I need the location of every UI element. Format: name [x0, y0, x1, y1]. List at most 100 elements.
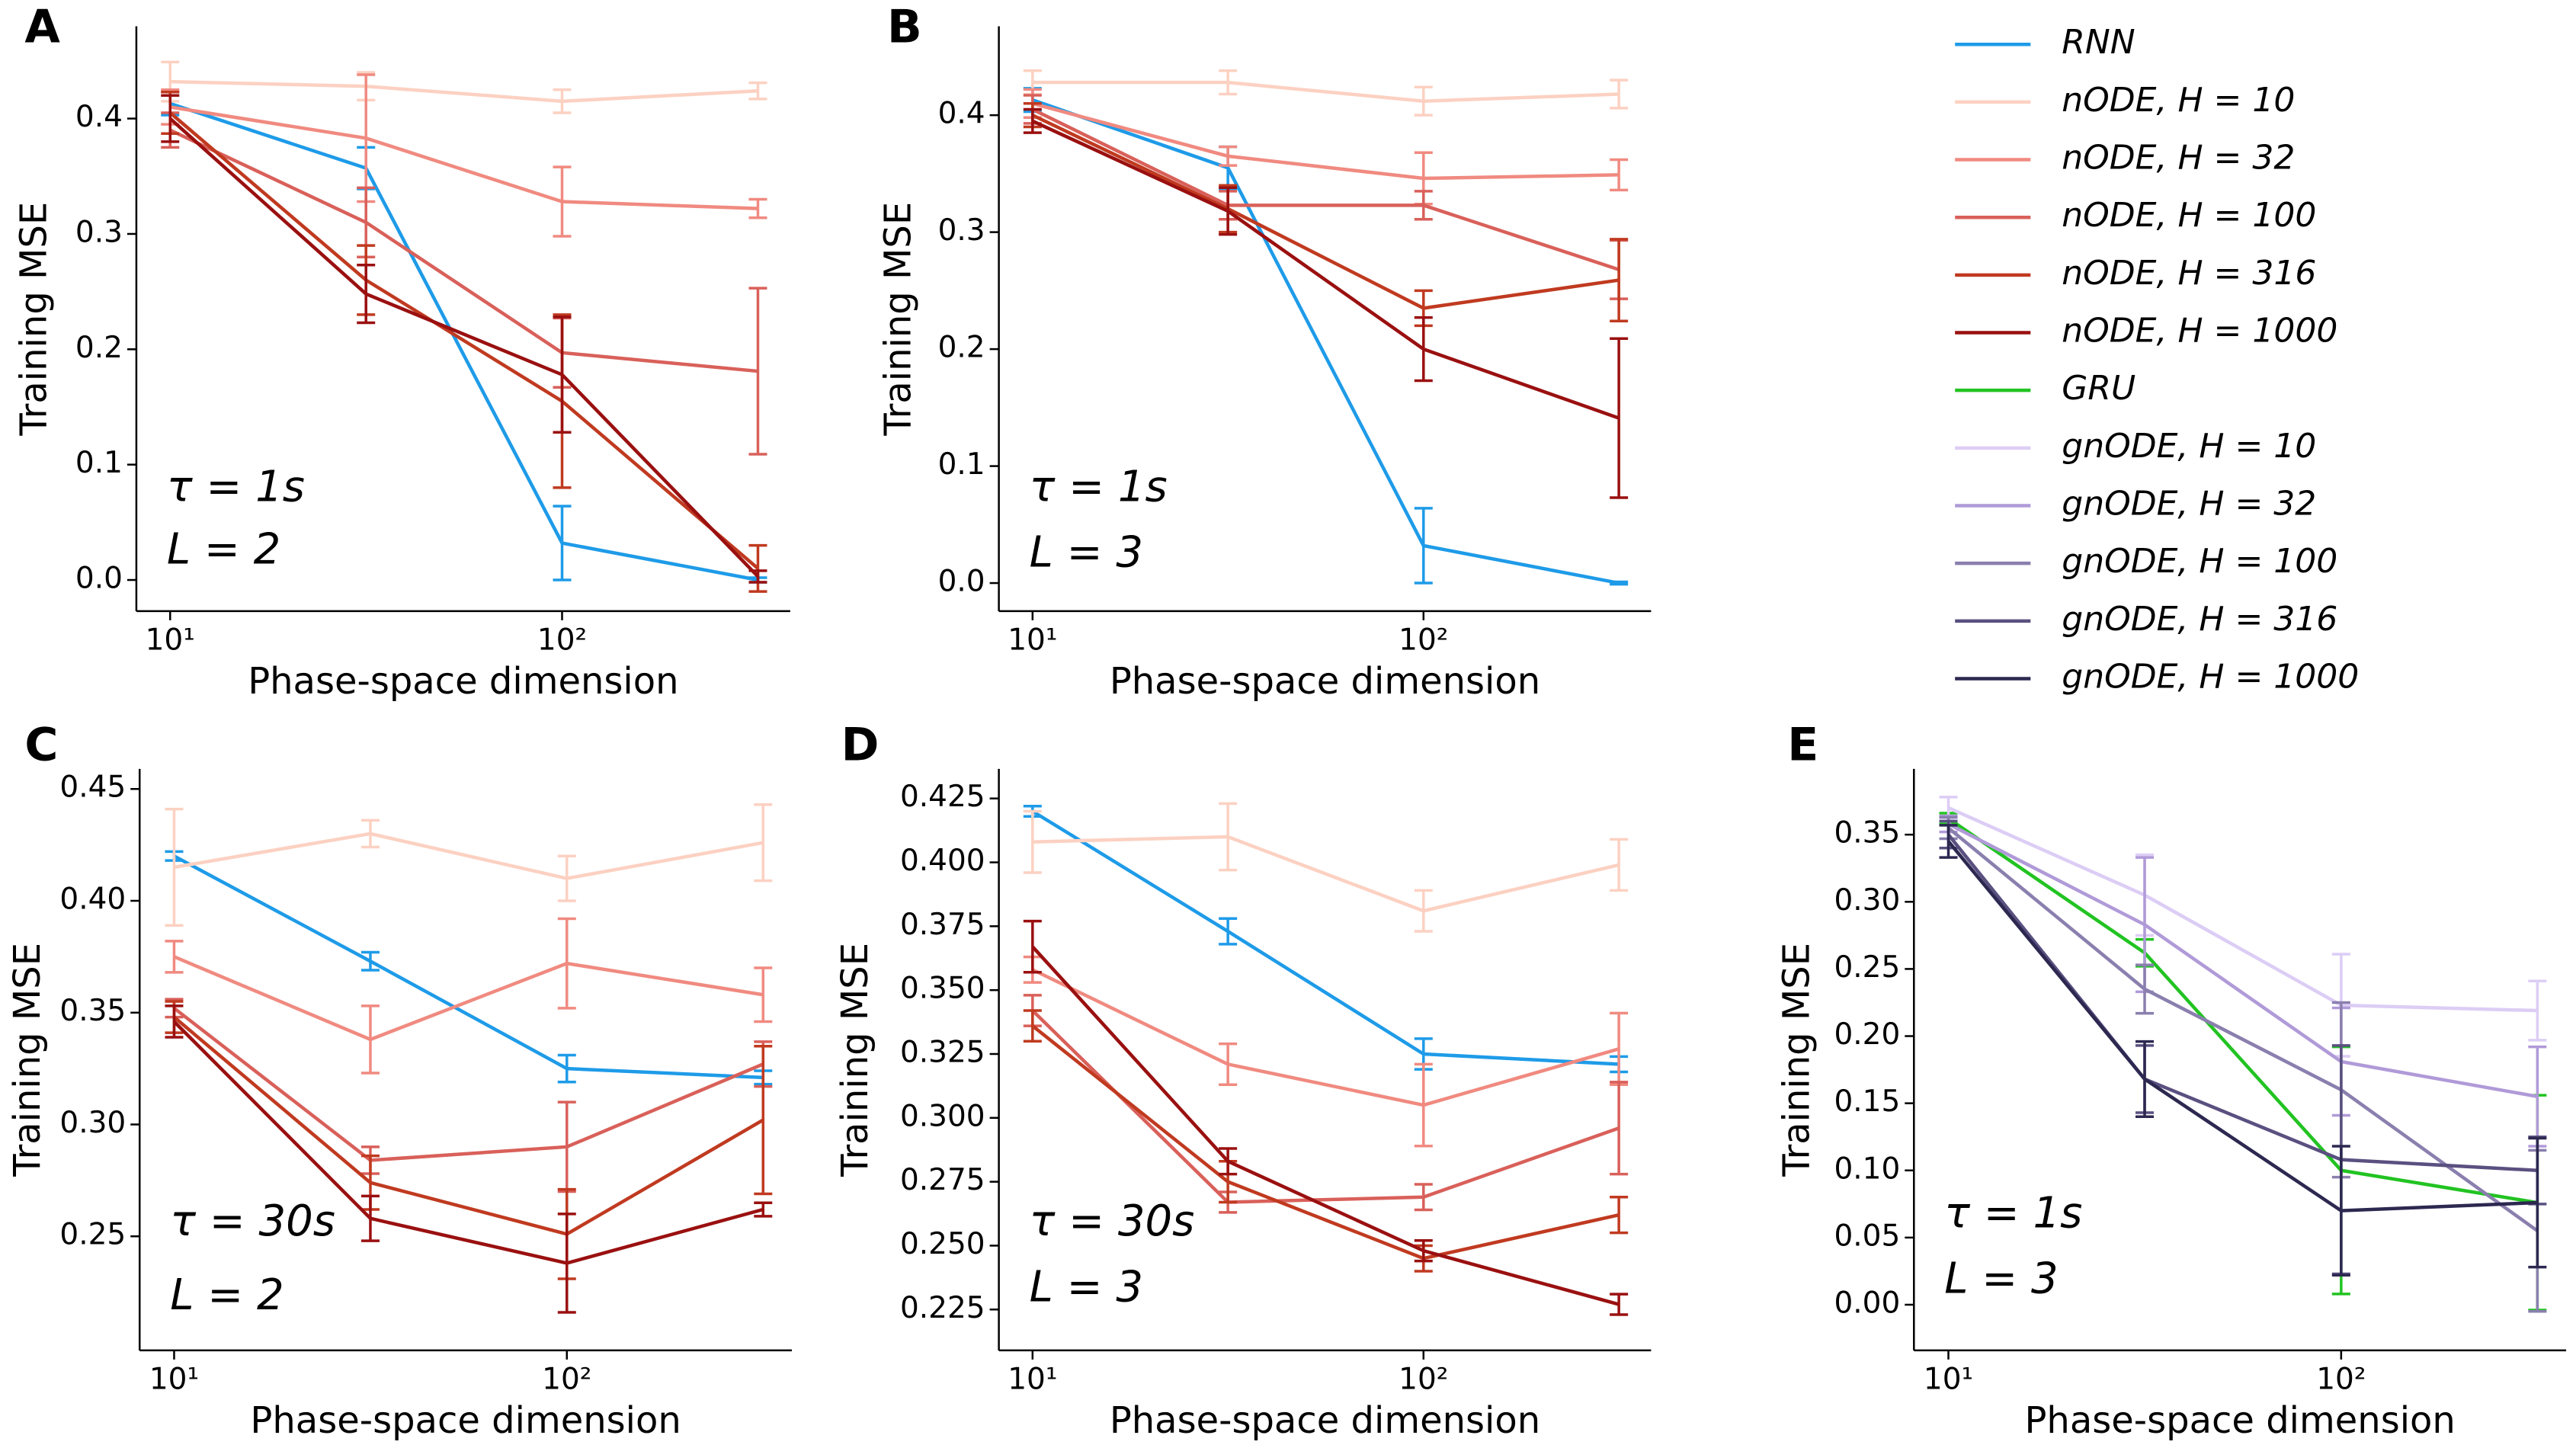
error-bar — [748, 81, 767, 101]
y-tick-label: 0.40 — [59, 882, 126, 916]
error-bar — [557, 854, 576, 902]
y-tick-label: 0.0 — [938, 565, 985, 599]
y-tick-label: 0.15 — [1834, 1084, 1900, 1119]
legend-item: nODE, H = 10 — [1955, 81, 2295, 120]
error-bar — [1219, 69, 1238, 96]
y-tick-label: 0.2 — [75, 331, 123, 365]
legend-label: nODE, H = 32 — [2062, 139, 2295, 178]
y-tick-label: 0.3 — [75, 215, 123, 249]
error-bar — [754, 966, 773, 1024]
error-bar — [357, 264, 376, 325]
error-bar — [1023, 1009, 1042, 1043]
panel: 0.00 0.05 0.10 0.15 0.20 0.25 0.30 0.35 10¹ 10² E P… — [1775, 718, 2567, 1442]
series-line — [1031, 1009, 1620, 1204]
error-bar — [1414, 889, 1433, 933]
error-bar — [1414, 316, 1433, 383]
y-tick-label: 0.1 — [938, 447, 985, 482]
legend-item: RNN — [1955, 23, 2135, 62]
series-line — [1031, 114, 1620, 310]
annotation: τ = 1s — [167, 463, 305, 512]
error-bar — [1414, 1238, 1433, 1263]
series-line — [169, 128, 758, 373]
error-bar — [1219, 1147, 1238, 1176]
y-axis-label: Training MSE — [1775, 943, 1818, 1177]
error-bar — [1610, 78, 1629, 110]
annotation: τ = 30s — [1030, 1197, 1195, 1246]
x-tick-label: 10¹ — [1924, 1362, 1973, 1396]
error-bar — [557, 1213, 576, 1314]
error-bar — [1610, 238, 1629, 323]
error-bar — [1219, 1042, 1238, 1086]
series-line — [1032, 80, 1620, 103]
error-bar — [1219, 802, 1238, 872]
error-bar — [360, 819, 380, 849]
annotation: L = 2 — [170, 1270, 284, 1320]
legend-item: nODE, H = 100 — [1955, 196, 2316, 235]
error-bar — [1023, 919, 1042, 974]
series-line — [169, 105, 758, 210]
legend-label: nODE, H = 316 — [2062, 254, 2316, 293]
series-line — [1947, 817, 2538, 1205]
panel-label: E — [1787, 718, 1818, 771]
y-tick-label: 0.25 — [59, 1218, 126, 1252]
error-bar — [1610, 1293, 1629, 1316]
y-tick-label: 0.350 — [900, 972, 985, 1006]
y-axis-label: Training MSE — [876, 202, 919, 437]
series-line — [1946, 840, 2538, 1213]
panel-label: D — [841, 718, 879, 771]
error-bar — [2135, 1040, 2155, 1119]
error-bar — [553, 505, 572, 581]
x-axis-label: Phase-space dimension — [248, 660, 678, 703]
y-tick-label: 0.20 — [1834, 1017, 1900, 1052]
error-bar — [1219, 186, 1238, 236]
series-line — [169, 101, 758, 582]
y-tick-label: 0.05 — [1834, 1219, 1900, 1253]
y-tick-label: 0.30 — [1834, 883, 1900, 918]
legend: RNN nODE, H = 10 nODE, H = 32 nODE, H = 100… — [1955, 23, 2359, 696]
panel: 0.0 0.1 0.2 0.3 0.4 10¹ 10² B Phase-space dimens… — [876, 0, 1652, 703]
error-bar — [553, 88, 572, 114]
series-line — [168, 117, 760, 578]
error-bar — [1939, 824, 1958, 859]
y-tick-label: 0.325 — [900, 1035, 985, 1069]
legend-item: gnODE, H = 316 — [1955, 600, 2337, 639]
series-line — [1031, 1024, 1620, 1261]
y-tick-label: 0.35 — [1834, 816, 1900, 851]
error-bar — [1610, 337, 1629, 499]
x-axis-label: Phase-space dimension — [1110, 660, 1540, 703]
error-bar — [360, 1004, 380, 1075]
error-bar — [165, 807, 184, 927]
y-tick-label: 0.300 — [900, 1099, 985, 1133]
legend-item: gnODE, H = 100 — [1955, 542, 2337, 581]
x-tick-label: 10¹ — [149, 1362, 199, 1396]
y-axis-label: Training MSE — [12, 202, 55, 437]
series-line — [1031, 968, 1620, 1107]
error-bar — [165, 940, 184, 974]
error-bar — [754, 1201, 773, 1218]
y-tick-label: 0.45 — [59, 770, 126, 805]
error-bar — [161, 94, 180, 143]
y-tick-label: 0.4 — [938, 97, 985, 131]
legend-label: gnODE, H = 10 — [2062, 427, 2316, 466]
series-line — [1947, 806, 2538, 1013]
series-line — [170, 79, 758, 104]
legend-item: nODE, H = 316 — [1955, 254, 2316, 293]
x-tick-label: 10¹ — [1008, 1362, 1057, 1396]
error-bar — [1610, 1195, 1629, 1235]
error-bar — [2528, 979, 2547, 1042]
error-bar — [2135, 963, 2155, 1015]
error-bar — [1610, 838, 1629, 892]
error-bar — [1219, 917, 1238, 946]
annotation: τ = 1s — [1030, 463, 1168, 512]
y-axis-label: Training MSE — [6, 943, 49, 1177]
error-bar — [2528, 1136, 2547, 1269]
series-line — [173, 955, 764, 1042]
x-axis-label: Phase-space dimension — [250, 1399, 681, 1442]
y-tick-label: 0.0 — [75, 562, 123, 596]
y-tick-label: 0.00 — [1834, 1286, 1900, 1320]
y-tick-label: 0.4 — [75, 100, 123, 134]
error-bar — [165, 1004, 184, 1039]
series-line — [1947, 822, 2538, 1099]
